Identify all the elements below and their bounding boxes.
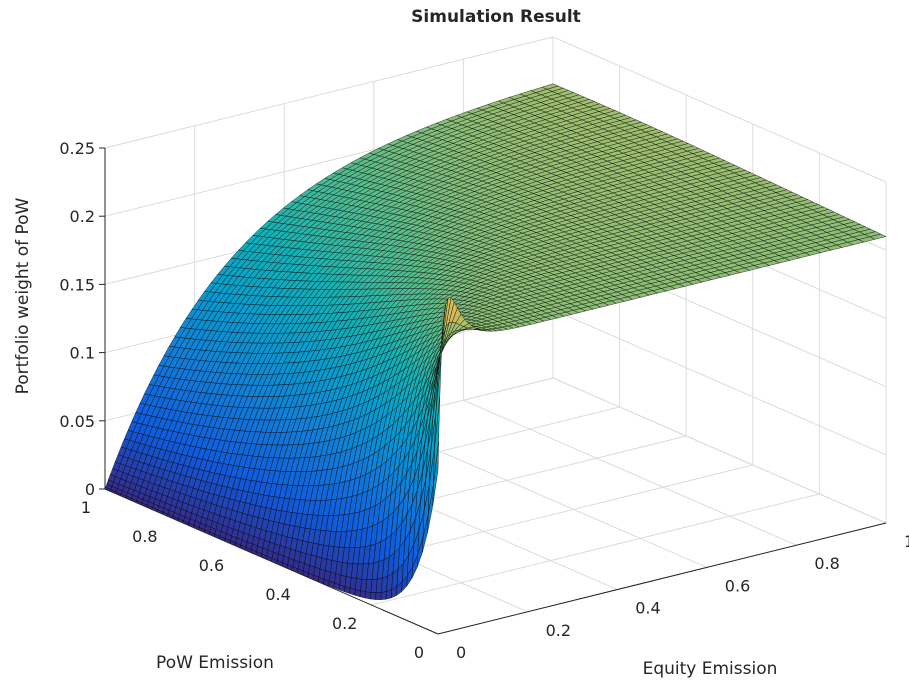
y-tick-label: 0 bbox=[414, 643, 424, 662]
side-wall-grid-line bbox=[552, 309, 887, 456]
surface-patch bbox=[432, 442, 439, 506]
y-axis-label: PoW Emission bbox=[156, 653, 274, 673]
surface-patch bbox=[359, 590, 366, 599]
x-tick-label: 1 bbox=[904, 532, 909, 551]
y-axis-line bbox=[104, 488, 439, 635]
x-tick-label: 0.4 bbox=[635, 599, 660, 618]
x-tick-label: 0.6 bbox=[725, 576, 750, 595]
y-tick-label: 0.6 bbox=[199, 556, 224, 575]
side-wall-grid-line bbox=[552, 36, 887, 183]
x-tick-label: 0 bbox=[456, 643, 466, 662]
x-tick-label: 0.8 bbox=[814, 554, 839, 573]
y-tick-label: 0.4 bbox=[265, 585, 290, 604]
surface-patch bbox=[375, 592, 382, 600]
axes bbox=[99, 147, 887, 635]
floor-grid-line bbox=[463, 399, 797, 546]
back-wall-grid-line bbox=[104, 36, 554, 149]
z-tick-label: 0 bbox=[85, 480, 95, 499]
x-axis-label: Equity Emission bbox=[643, 659, 778, 679]
surface-mesh bbox=[104, 83, 887, 600]
z-tick-label: 0.25 bbox=[59, 139, 95, 158]
z-tick-label: 0.1 bbox=[70, 344, 95, 363]
z-axis-label: Portfolio weight of PoW bbox=[13, 197, 33, 394]
side-wall-grid-line bbox=[552, 377, 887, 524]
y-tick-labels: 0 0.2 0.4 0.6 0.8 1 bbox=[81, 498, 424, 662]
surface-patch bbox=[349, 587, 356, 596]
x-axis-line bbox=[437, 522, 887, 635]
surface-patch bbox=[354, 589, 361, 597]
x-tick-labels: 0 0.2 0.4 0.6 0.8 1 bbox=[456, 532, 909, 662]
surface-patch bbox=[385, 589, 392, 600]
floor-grid-line bbox=[371, 493, 820, 606]
z-tick-label: 0.05 bbox=[59, 412, 95, 431]
z-tick-labels: 0 0.05 0.1 0.15 0.2 0.25 bbox=[59, 139, 95, 499]
x-tick-label: 0.2 bbox=[546, 621, 571, 640]
z-tick-label: 0.2 bbox=[70, 207, 95, 226]
y-tick-label: 0.8 bbox=[132, 527, 157, 546]
chart-title: Simulation Result bbox=[411, 7, 581, 27]
surface-patch bbox=[380, 591, 387, 600]
z-tick-label: 0.15 bbox=[59, 275, 95, 294]
y-tick-label: 1 bbox=[81, 498, 91, 517]
surface-patch bbox=[370, 592, 377, 600]
surface-patch bbox=[364, 591, 372, 600]
y-tick-label: 0.2 bbox=[332, 614, 357, 633]
